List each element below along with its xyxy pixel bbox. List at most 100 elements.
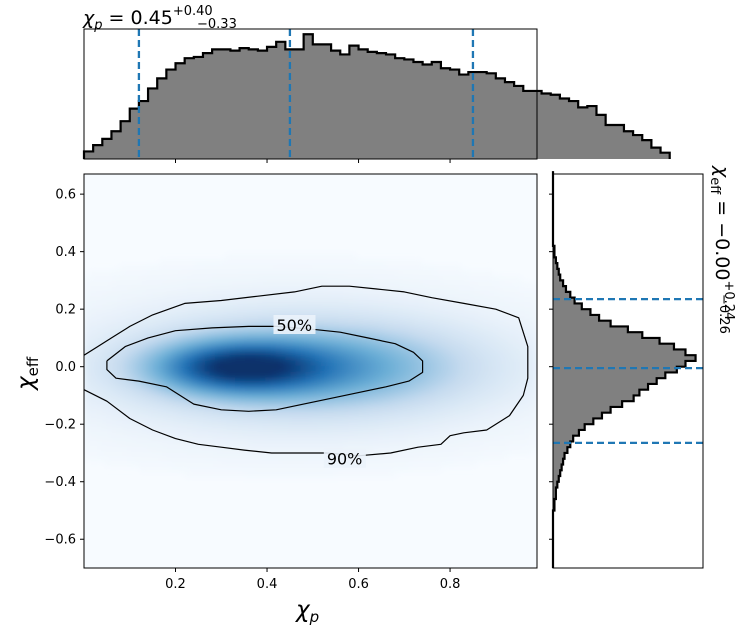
heatmap-cell xyxy=(94,387,100,395)
heatmap-cell xyxy=(280,410,286,417)
heatmap-cell xyxy=(174,376,181,383)
heatmap-cell xyxy=(285,466,291,473)
heatmap-cell xyxy=(315,421,322,428)
heatmap-cell xyxy=(114,393,120,400)
heatmap-cell xyxy=(386,269,392,276)
heatmap-cell xyxy=(426,438,432,445)
heatmap-cell xyxy=(159,297,166,305)
heatmap-cell xyxy=(355,264,362,271)
heatmap-cell xyxy=(300,280,307,288)
heatmap-cell xyxy=(345,286,352,293)
heatmap-cell xyxy=(446,309,453,316)
heatmap-cell xyxy=(441,280,447,288)
heatmap-cell xyxy=(401,280,407,288)
heatmap-cell xyxy=(159,371,166,378)
heatmap-cell xyxy=(164,410,171,417)
heatmap-cell xyxy=(345,404,352,411)
right-title-minus: −0.26 xyxy=(716,294,731,334)
heatmap-cell xyxy=(426,365,432,372)
heatmap-cell xyxy=(386,382,392,389)
heatmap-cell xyxy=(406,292,412,299)
heatmap-cell xyxy=(531,309,537,316)
heatmap-cell xyxy=(174,393,181,400)
heatmap-cell xyxy=(506,348,513,355)
heatmap-cell xyxy=(446,376,453,383)
heatmap-cell xyxy=(446,303,453,310)
heatmap-cell xyxy=(421,461,427,468)
heatmap-cell xyxy=(149,382,156,389)
heatmap-cell xyxy=(174,331,181,338)
heatmap-cell xyxy=(300,348,307,355)
heatmap-cell xyxy=(129,342,135,350)
heatmap-cell xyxy=(119,354,125,361)
heatmap-cell xyxy=(516,387,523,395)
heatmap-cell xyxy=(436,427,442,434)
heatmap-cell xyxy=(199,269,206,276)
heatmap-cell xyxy=(406,427,412,434)
heatmap-cell xyxy=(139,427,145,434)
heatmap-cell xyxy=(270,303,276,310)
heatmap-cell xyxy=(240,432,246,440)
heatmap-cell xyxy=(320,325,327,333)
heatmap-cell xyxy=(375,410,382,417)
heatmap-cell xyxy=(229,449,236,457)
heatmap-cell xyxy=(365,297,372,305)
heatmap-cell xyxy=(224,432,231,440)
heatmap-cell xyxy=(114,432,120,440)
heatmap-cell xyxy=(330,466,337,473)
heatmap-cell xyxy=(265,365,271,372)
heatmap-cell xyxy=(260,438,266,445)
heatmap-cell xyxy=(330,314,337,321)
heatmap-cell xyxy=(154,314,161,321)
heatmap-cell xyxy=(174,387,181,395)
heatmap-cell xyxy=(370,449,377,457)
heatmap-cell xyxy=(224,382,231,389)
heatmap-cell xyxy=(375,399,382,406)
heatmap-cell xyxy=(124,264,130,271)
heatmap-cell xyxy=(84,399,90,406)
heatmap-cell xyxy=(149,410,156,417)
heatmap-cell xyxy=(245,416,251,423)
heatmap-cell xyxy=(300,252,307,260)
heatmap-cell xyxy=(94,275,100,282)
heatmap-cell xyxy=(521,331,528,338)
heatmap-cell xyxy=(375,455,382,462)
heatmap-cell xyxy=(396,371,402,378)
heatmap-cell xyxy=(99,404,105,411)
heatmap-cell xyxy=(486,314,493,321)
heatmap-cell xyxy=(310,342,317,350)
heatmap-cell xyxy=(516,382,523,389)
heatmap-cell xyxy=(194,359,201,366)
heatmap-cell xyxy=(94,337,100,344)
heatmap-cell xyxy=(214,449,221,457)
heatmap-cell xyxy=(235,466,241,473)
heatmap-cell xyxy=(375,376,382,383)
heatmap-cell xyxy=(451,393,458,400)
heatmap-cell xyxy=(386,421,392,428)
heatmap-cell xyxy=(104,399,110,406)
heatmap-cell xyxy=(401,309,407,316)
heatmap-cell xyxy=(531,444,537,451)
heatmap-cell xyxy=(84,303,90,310)
heatmap-cell xyxy=(386,444,392,451)
heatmap-cell xyxy=(401,314,407,321)
heatmap-cell xyxy=(386,427,392,434)
heatmap-cell xyxy=(169,354,176,361)
heatmap-cell xyxy=(426,337,432,344)
heatmap-cell xyxy=(99,280,105,288)
heatmap-cell xyxy=(516,421,523,428)
heatmap-cell xyxy=(451,410,458,417)
heatmap-cell xyxy=(461,320,468,327)
heatmap-cell xyxy=(255,421,261,428)
heatmap-cell xyxy=(179,309,186,316)
heatmap-cell xyxy=(330,382,337,389)
heatmap-cell xyxy=(189,455,196,462)
heatmap-cell xyxy=(179,297,186,305)
heatmap-cell xyxy=(275,342,281,350)
heatmap-cell xyxy=(380,449,387,457)
heatmap-cell xyxy=(340,399,347,406)
heatmap-cell xyxy=(375,269,382,276)
heatmap-cell xyxy=(144,376,151,383)
heatmap-cell xyxy=(406,258,412,265)
heatmap-cell xyxy=(149,286,156,293)
